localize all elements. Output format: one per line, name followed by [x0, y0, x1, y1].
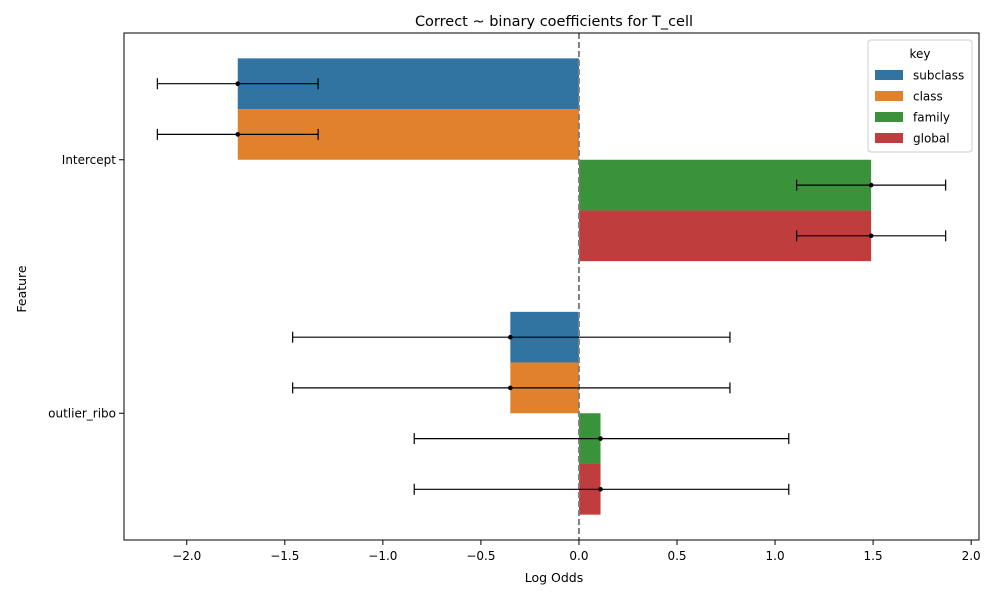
point-estimate: [508, 385, 513, 391]
errorbar-global-Intercept: [796, 230, 947, 242]
errorbar-subclass-Intercept: [156, 78, 319, 90]
x-tick-label: −0.5: [466, 549, 495, 563]
y-axis-label: Feature: [14, 265, 29, 313]
legend-items: subclass class family global: [875, 69, 964, 146]
point-estimate: [868, 182, 874, 188]
x-tick-label: 1.5: [864, 549, 883, 563]
y-axis-ticks: Intercept outlier_ribo: [48, 153, 124, 420]
legend-swatch-subclass: [875, 70, 903, 80]
point-estimate: [235, 81, 241, 86]
legend-title: key: [909, 47, 930, 61]
legend-label-global: global: [913, 132, 950, 146]
x-tick-label: −1.5: [270, 549, 299, 563]
y-tick-label-Intercept: Intercept: [62, 153, 117, 167]
chart-title: Correct ~ binary coefficients for T_cell: [415, 14, 693, 30]
plot-area: [156, 33, 947, 540]
x-axis-label: Log Odds: [525, 570, 584, 585]
point-estimate: [598, 487, 603, 492]
errorbar-family-Intercept: [796, 179, 947, 191]
x-tick-label: 0.5: [667, 549, 686, 563]
errorbar-subclass-outlier_ribo: [292, 331, 731, 343]
point-estimate: [235, 132, 241, 137]
errorbar-global-outlier_ribo: [413, 483, 790, 495]
errorbar-class-Intercept: [156, 128, 319, 140]
legend-swatch-family: [875, 112, 903, 122]
errorbar-family-outlier_ribo: [413, 433, 790, 445]
x-tick-label: 2.0: [962, 549, 981, 563]
y-tick-label-outlier_ribo: outlier_ribo: [48, 406, 116, 420]
legend-label-class: class: [913, 90, 943, 104]
x-tick-label: −1.0: [368, 549, 397, 563]
x-tick-label: 1.0: [766, 549, 785, 563]
x-tick-label: 0.0: [569, 549, 588, 563]
axes-frame: [123, 32, 980, 541]
point-estimate: [598, 436, 603, 441]
legend-label-family: family: [913, 111, 950, 125]
point-estimate: [508, 334, 513, 340]
legend-label-subclass: subclass: [913, 69, 964, 83]
legend-swatch-global: [875, 133, 903, 143]
legend-swatch-class: [875, 91, 903, 101]
x-tick-label: −2.0: [172, 549, 201, 563]
errorbar-class-outlier_ribo: [292, 382, 731, 394]
legend: key subclass class family global: [867, 39, 973, 153]
point-estimate: [868, 233, 874, 239]
legend-box: [867, 39, 973, 153]
x-axis-ticks: −2.0 −1.5 −1.0 −0.5 0.0 0.5 1.0 1.5 2.0: [172, 540, 981, 563]
